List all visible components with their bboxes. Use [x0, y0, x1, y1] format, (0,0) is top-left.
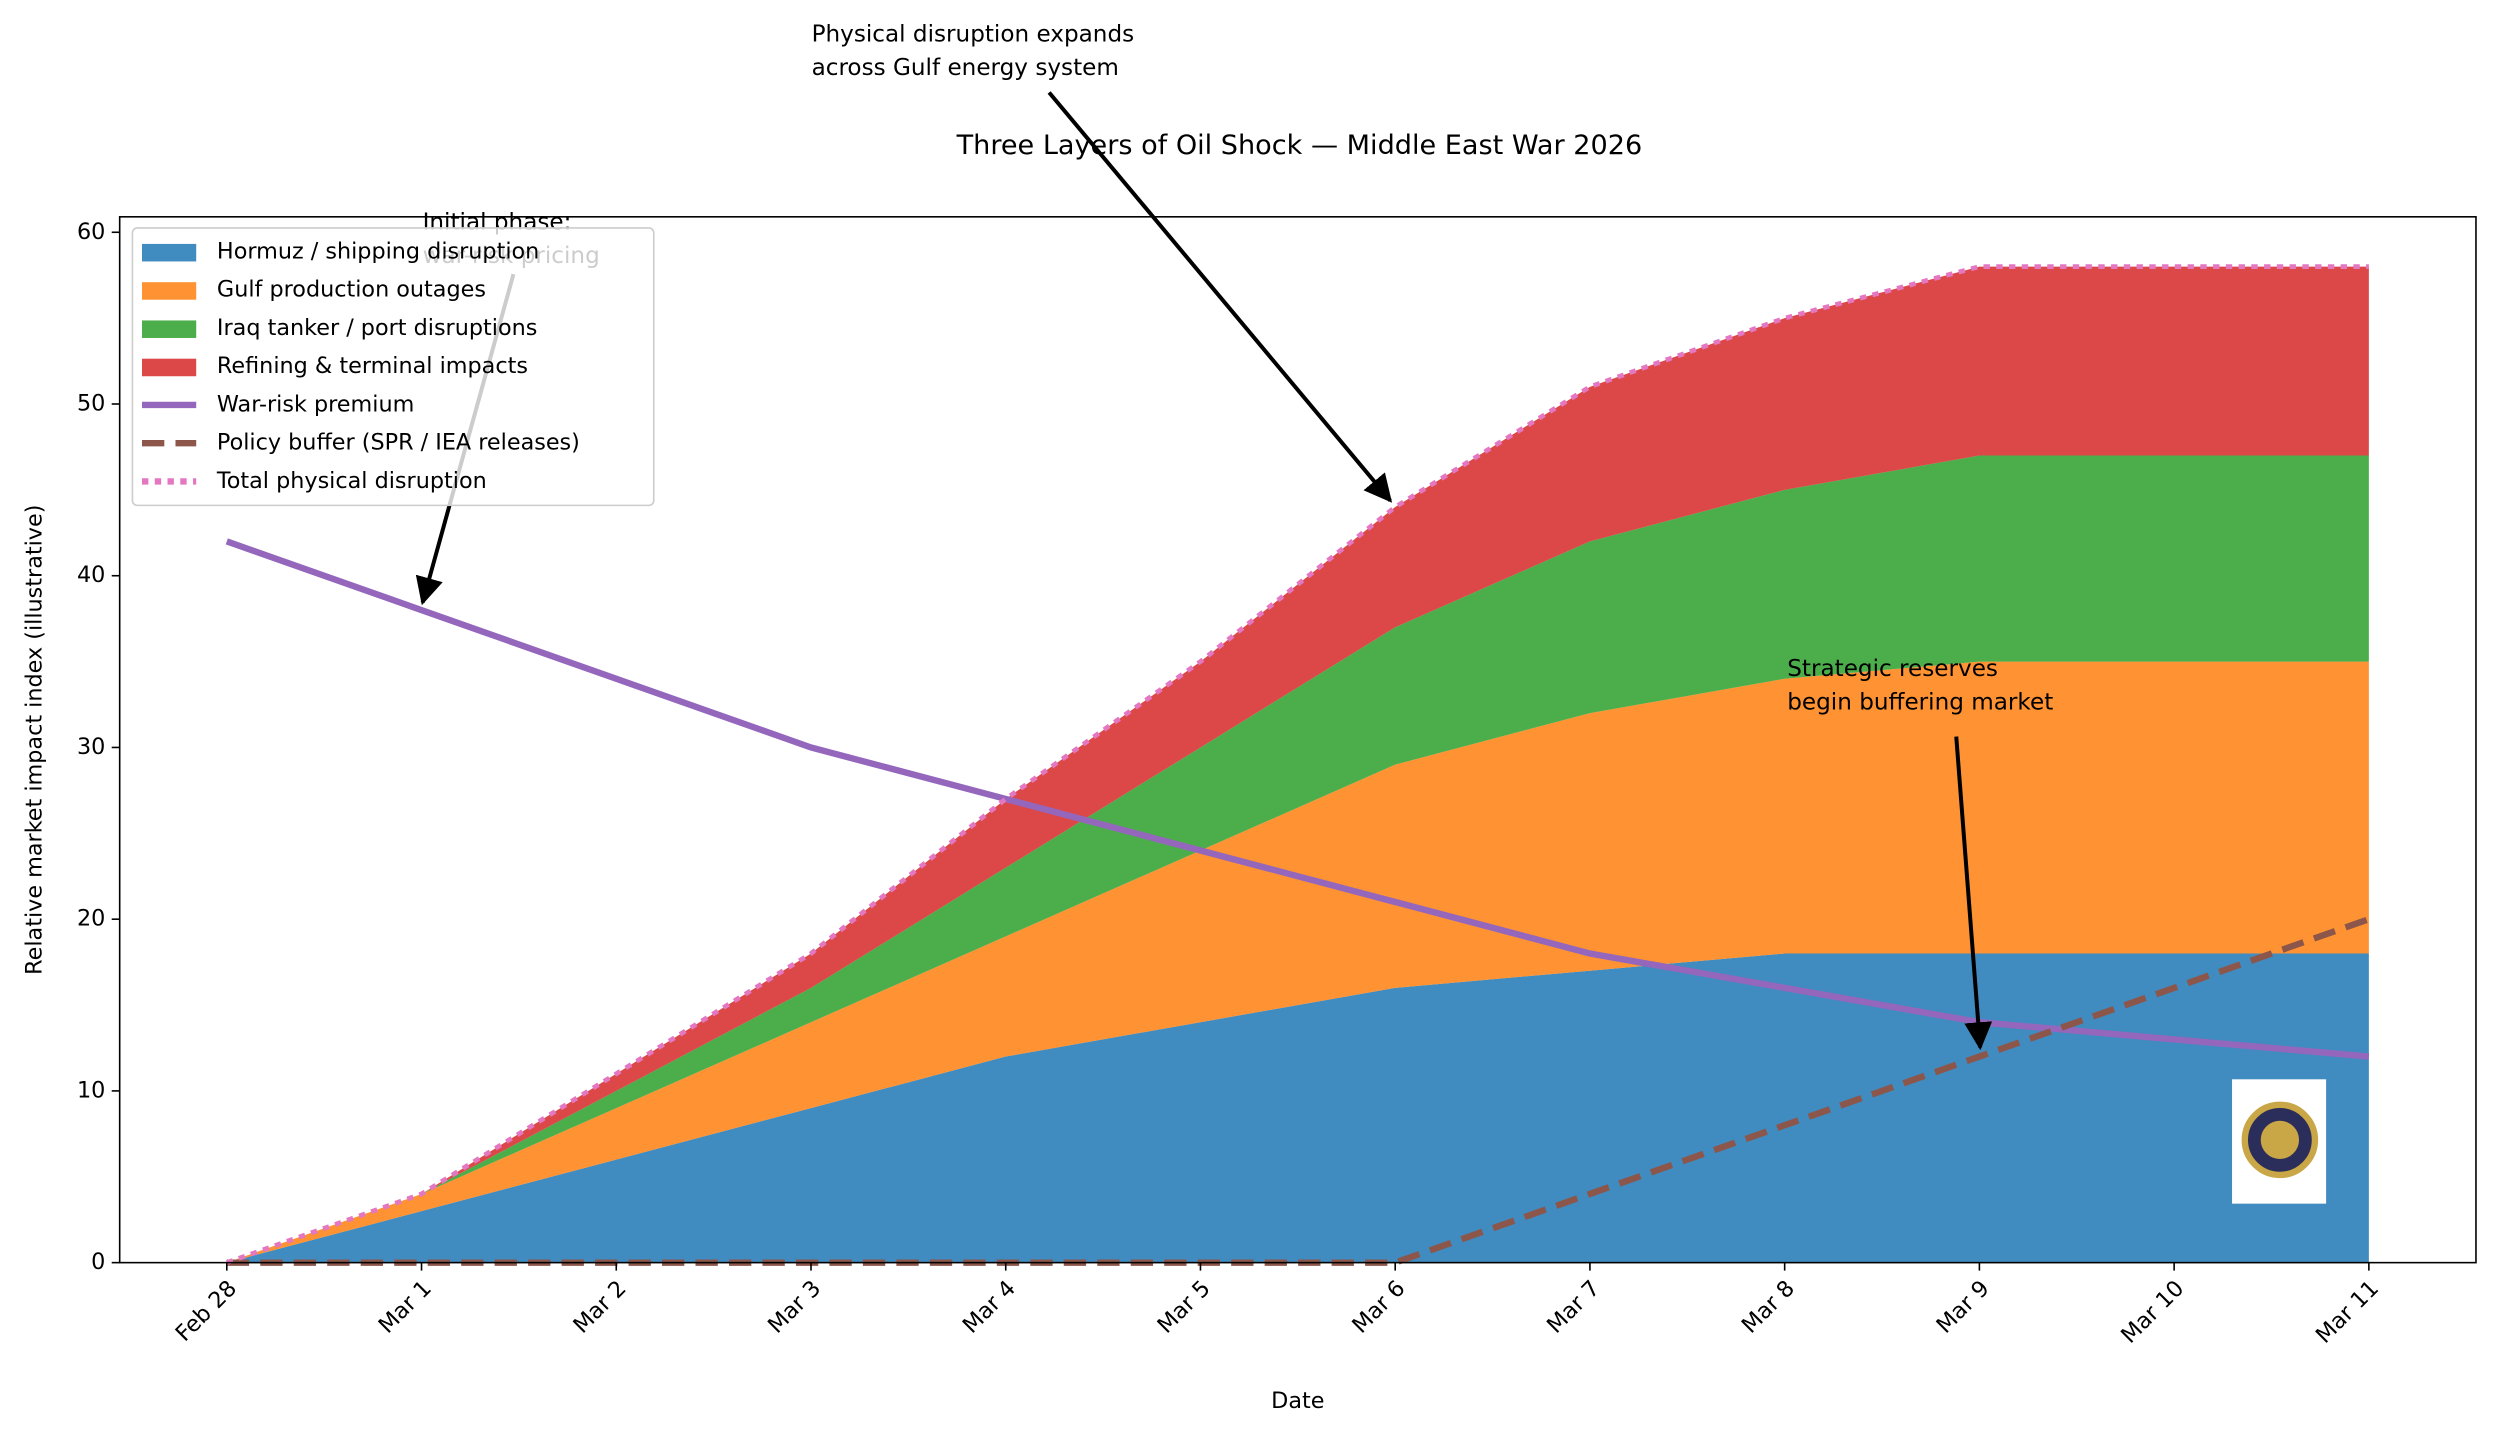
annotation-arrow	[1047, 91, 1393, 503]
y-tick-label: 10	[77, 1077, 105, 1103]
line	[225, 264, 2369, 1265]
y-axis-label: Relative market impact index (illustrati…	[22, 505, 48, 975]
legend-swatch	[142, 320, 197, 338]
annotation-arrow	[1954, 736, 1993, 1051]
plot-frame	[118, 216, 2477, 1264]
legend-label: Gulf production outages	[217, 277, 486, 303]
legend: Hormuz / shipping disruption Gulf product…	[131, 227, 655, 507]
legend-box	[131, 227, 655, 507]
y-tick-label: 40	[77, 562, 105, 588]
line	[225, 538, 2370, 1060]
area	[226, 953, 2369, 1263]
legend-label: Policy buffer (SPR / IEA releases)	[217, 430, 580, 456]
annotation-text: Physical disruption expands	[812, 22, 1135, 48]
x-axis-label: Date	[1271, 1388, 1324, 1414]
legend-swatch	[142, 282, 197, 300]
y-tick-label: 20	[77, 906, 105, 932]
area	[226, 266, 2369, 1263]
legend-label: Iraq tanker / port disruptions	[217, 315, 537, 341]
logo-core	[2260, 1120, 2300, 1160]
annotation-text: Strategic reserves	[1787, 656, 1998, 682]
legend-swatch	[142, 243, 197, 262]
annotation-text: across Gulf energy system	[812, 55, 1119, 81]
chart-title: Three Layers of Oil Shock — Middle East …	[956, 130, 1643, 161]
annotation-text: begin buffering market	[1787, 690, 2053, 716]
legend-label: Refining & terminal impacts	[217, 353, 528, 379]
y-tick-label: 30	[77, 734, 105, 760]
legend-swatch	[142, 358, 197, 377]
legend-label: Total physical disruption	[216, 468, 487, 494]
legend-label: Hormuz / shipping disruption	[217, 238, 539, 264]
area	[226, 455, 2369, 1263]
y-tick-label: 0	[91, 1249, 105, 1275]
y-tick-label: 50	[77, 390, 105, 416]
legend-label: War-risk premium	[217, 391, 414, 417]
area	[226, 661, 2369, 1263]
y-tick-label: 60	[77, 219, 105, 245]
